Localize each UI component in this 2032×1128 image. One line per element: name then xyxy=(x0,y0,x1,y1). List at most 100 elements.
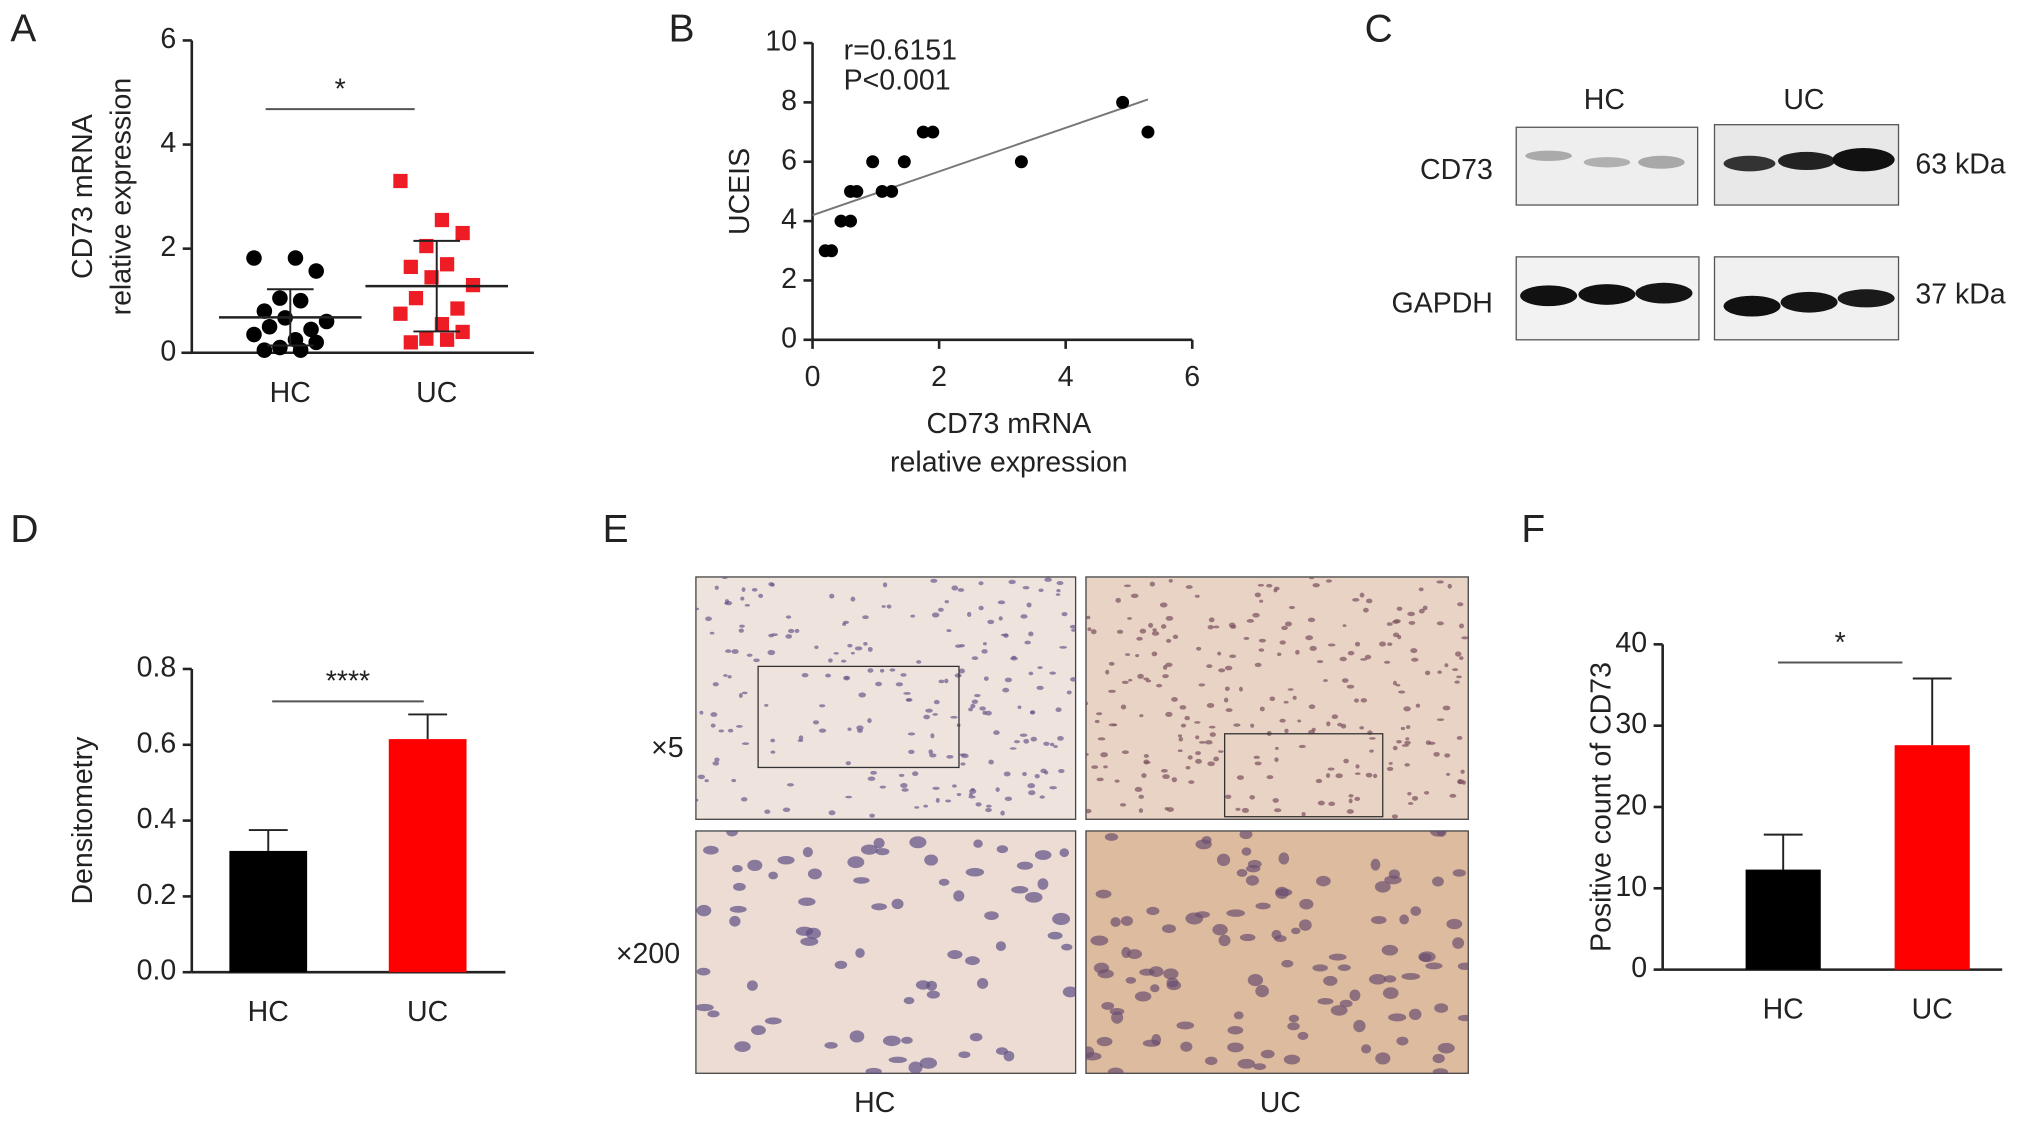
nucleus xyxy=(1396,740,1402,744)
nucleus xyxy=(1136,636,1143,641)
nucleus xyxy=(751,1025,766,1036)
nucleus xyxy=(1432,1053,1445,1064)
nucleus xyxy=(1218,934,1231,947)
magnification: ×5 xyxy=(651,732,684,764)
nucleus xyxy=(908,1061,923,1074)
bar xyxy=(1894,745,1970,970)
nucleus xyxy=(1379,641,1386,647)
nucleus xyxy=(933,699,940,705)
nucleus xyxy=(926,990,940,999)
nucleus xyxy=(1108,661,1115,666)
nucleus xyxy=(1091,765,1099,769)
nucleus xyxy=(1023,738,1030,744)
band xyxy=(1638,155,1685,169)
nucleus xyxy=(1044,577,1052,582)
nucleus xyxy=(901,1036,913,1044)
nucleus xyxy=(1407,802,1414,805)
nucleus xyxy=(785,615,792,619)
nucleus xyxy=(785,634,793,639)
nucleus xyxy=(1024,891,1043,903)
nucleus xyxy=(1383,975,1397,983)
nucleus xyxy=(1415,703,1421,708)
nucleus xyxy=(1103,765,1108,769)
nucleus xyxy=(1166,807,1174,812)
nucleus xyxy=(1341,678,1349,683)
nucleus xyxy=(1397,635,1402,640)
nucleus xyxy=(1424,670,1431,676)
nucleus xyxy=(1330,1005,1348,1016)
nucleus xyxy=(1410,648,1418,654)
nucleus xyxy=(882,1035,901,1047)
nucleus xyxy=(1388,869,1400,879)
nucleus xyxy=(1149,581,1156,587)
nucleus xyxy=(1307,617,1316,623)
y-tick-label: 0.8 xyxy=(137,652,177,684)
nucleus xyxy=(1037,878,1049,890)
nucleus xyxy=(867,776,876,781)
nucleus xyxy=(847,727,852,731)
x-axis-label: CD73 mRNA xyxy=(927,408,1092,440)
nucleus xyxy=(1308,576,1315,580)
nucleus xyxy=(1305,635,1314,641)
nucleus xyxy=(1287,1022,1300,1031)
nucleus xyxy=(709,631,715,635)
nucleus xyxy=(818,728,827,733)
dot xyxy=(403,335,418,350)
nucleus xyxy=(1224,686,1230,692)
nucleus xyxy=(1407,791,1412,796)
nucleus xyxy=(1309,645,1317,651)
nucleus xyxy=(1325,579,1332,583)
nucleus xyxy=(1425,740,1432,745)
nucleus xyxy=(928,749,933,755)
nucleus xyxy=(865,1067,882,1074)
nucleus xyxy=(1228,622,1236,628)
ihc-group: UC xyxy=(1260,1087,1301,1119)
nucleus xyxy=(1165,615,1174,621)
nucleus xyxy=(1298,919,1312,931)
nucleus xyxy=(1162,924,1176,934)
y-tick-label: 0 xyxy=(160,335,176,367)
nucleus xyxy=(1000,633,1009,637)
nucleus xyxy=(1245,875,1259,886)
nucleus xyxy=(1195,735,1200,740)
nucleus xyxy=(914,806,920,809)
nucleus xyxy=(1143,754,1149,759)
nucleus xyxy=(1194,594,1200,598)
nucleus xyxy=(727,728,734,733)
nucleus xyxy=(1339,656,1347,662)
nucleus xyxy=(770,582,775,587)
nucleus xyxy=(1401,744,1409,747)
nucleus xyxy=(710,712,718,717)
nucleus xyxy=(1126,949,1143,959)
nucleus xyxy=(1259,706,1265,712)
nucleus xyxy=(895,682,904,687)
x-tick-label: UC xyxy=(416,377,457,409)
y-tick-label: 10 xyxy=(1615,871,1647,903)
nucleus xyxy=(938,878,950,886)
nucleus xyxy=(1179,705,1187,710)
ihc-images: ×5 ×200 HC UC xyxy=(616,576,1469,1119)
nucleus xyxy=(863,641,868,646)
dot xyxy=(408,290,424,306)
nucleus xyxy=(1160,768,1168,773)
nucleus xyxy=(1235,807,1241,811)
nucleus xyxy=(1368,737,1376,740)
nucleus xyxy=(891,898,904,910)
nucleus xyxy=(1047,931,1063,940)
nucleus xyxy=(1216,853,1231,867)
texture xyxy=(695,576,1076,818)
nucleus xyxy=(1198,683,1206,687)
texture xyxy=(1085,576,1469,819)
band xyxy=(1583,157,1631,168)
dot xyxy=(308,334,324,351)
nucleus xyxy=(1449,793,1457,798)
nucleus xyxy=(753,658,760,663)
nucleus xyxy=(1395,683,1401,687)
nucleus xyxy=(740,797,748,802)
nucleus xyxy=(995,941,1007,952)
nucleus xyxy=(1283,1054,1301,1065)
x-tick-label: HC xyxy=(270,377,311,409)
nucleus xyxy=(738,628,744,633)
nucleus xyxy=(1101,1002,1115,1010)
nucleus xyxy=(932,713,938,716)
